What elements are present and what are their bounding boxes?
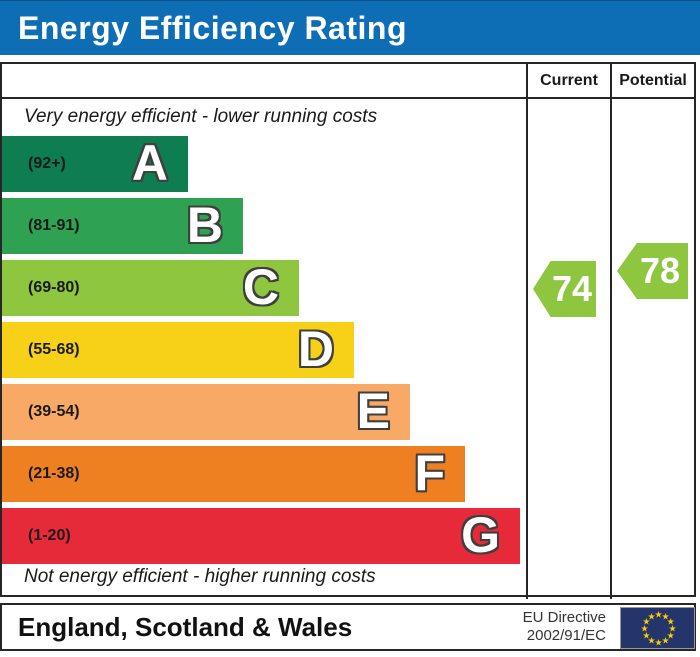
band-range-label: (55-68) (28, 341, 80, 358)
band-row-c: (69-80) C (2, 258, 299, 316)
band-range-label: (21-38) (28, 465, 80, 482)
potential-column-divider (610, 64, 612, 599)
band-row-a: (92+) A (2, 134, 188, 192)
efficiency-note-bottom: Not energy efficient - higher running co… (24, 566, 376, 587)
eu-star-icon: ★ (647, 611, 656, 622)
eu-star-icon: ★ (647, 635, 656, 646)
eu-flag-icon: ★ ★ ★ ★ ★ ★ ★ ★ ★ ★ ★ ★ (620, 607, 695, 649)
band-letter: F (414, 444, 445, 501)
band-range-label: (81-91) (28, 217, 80, 234)
footer: England, Scotland & Wales EU Directive 2… (0, 603, 696, 651)
eu-directive-line2: 2002/91/EC (526, 627, 606, 644)
band-row-f: (21-38) F (2, 444, 465, 502)
eu-star-icon: ★ (654, 609, 663, 620)
current-column-header: Current (540, 72, 598, 89)
band-letter: A (131, 134, 168, 191)
eu-star-icon: ★ (654, 637, 663, 648)
eu-star-icon: ★ (666, 630, 675, 641)
band-bar-c: (69-80) C (2, 258, 299, 316)
band-bar-g: (1-20) G (2, 506, 520, 564)
band-row-b: (81-91) B (2, 196, 243, 254)
header-divider (2, 97, 694, 99)
band-bar-f: (21-38) F (2, 444, 465, 502)
band-bar-a: (92+) A (2, 134, 188, 192)
band-bar-e: (39-54) E (2, 382, 410, 440)
region-label: England, Scotland & Wales (18, 612, 353, 642)
band-row-d: (55-68) D (2, 320, 354, 378)
page-title: Energy Efficiency Rating (18, 10, 407, 46)
efficiency-note-top: Very energy efficient - lower running co… (24, 106, 378, 127)
band-range-label: (92+) (28, 155, 66, 172)
potential-rating-value: 78 (639, 250, 681, 291)
band-letter: C (242, 258, 279, 315)
band-range-label: (39-54) (28, 403, 80, 420)
current-rating-value: 74 (551, 268, 593, 309)
title-banner: Energy Efficiency Rating (0, 0, 700, 55)
band-bar-b: (81-91) B (2, 196, 243, 254)
band-range-label: (69-80) (28, 279, 80, 296)
eu-star-icon: ★ (661, 611, 670, 622)
potential-column-header: Potential (619, 72, 687, 89)
band-letter: E (356, 382, 390, 439)
eu-directive-label: EU Directive 2002/91/EC (523, 609, 606, 645)
eu-directive-line1: EU Directive (522, 609, 606, 626)
eu-star-icon: ★ (642, 630, 651, 641)
eu-star-icon: ★ (661, 635, 670, 646)
eu-star-icon: ★ (642, 616, 651, 627)
band-letter: G (461, 506, 500, 563)
current-column-divider (526, 64, 528, 599)
band-range-label: (1-20) (28, 527, 71, 544)
band-bar-d: (55-68) D (2, 320, 354, 378)
band-letter: D (297, 320, 334, 377)
band-row-g: (1-20) G (2, 506, 520, 564)
rating-table: Current Potential Very energy efficient … (0, 62, 696, 599)
eu-star-icon: ★ (666, 616, 675, 627)
band-row-e: (39-54) E (2, 382, 410, 440)
band-letter: B (186, 196, 223, 253)
eu-star-icon: ★ (668, 623, 677, 634)
eu-star-icon: ★ (640, 623, 649, 634)
